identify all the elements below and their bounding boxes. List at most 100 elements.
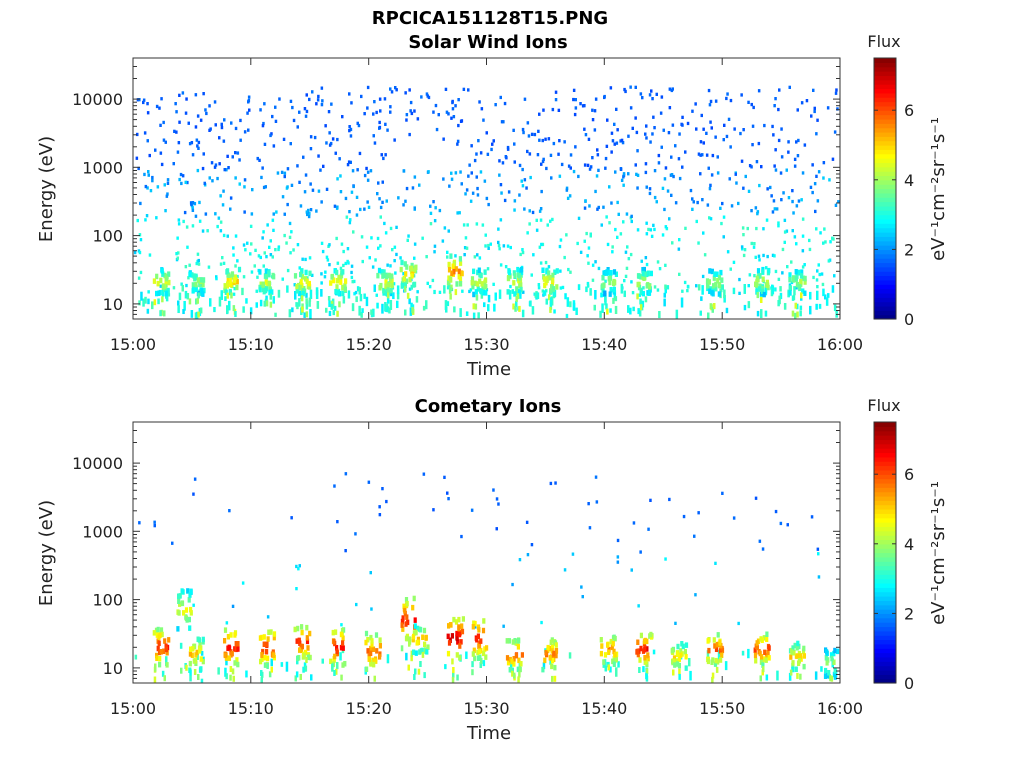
flux-cell <box>621 141 625 145</box>
flux-cell <box>481 223 485 227</box>
flux-cell <box>611 250 614 254</box>
flux-burst-cell <box>543 290 547 296</box>
flux-burst-cell <box>514 652 518 659</box>
flux-burst-cell <box>196 297 199 304</box>
flux-cell <box>478 100 481 104</box>
flux-burst-cell <box>794 666 798 672</box>
flux-burst-cell <box>405 264 409 270</box>
flux-burst-cell <box>164 646 168 653</box>
flux-cell <box>754 255 757 259</box>
flux-cell <box>701 153 704 157</box>
flux-burst-cell <box>761 269 765 275</box>
flux-cell <box>321 99 324 103</box>
flux-cell <box>381 200 384 204</box>
flux-cell <box>328 310 332 317</box>
flux-burst-cell <box>305 635 309 641</box>
flux-burst-cell <box>159 627 164 633</box>
flux-burst-cell <box>800 292 803 299</box>
flux-cell <box>755 160 759 164</box>
flux-cell <box>443 226 447 230</box>
flux-cell <box>442 177 445 181</box>
flux-burst-cell <box>473 620 477 627</box>
flux-cell <box>651 97 654 101</box>
flux-cell <box>522 290 525 294</box>
flux-cell <box>465 311 469 317</box>
flux-burst-cell <box>512 656 516 662</box>
flux-cell <box>394 271 397 275</box>
y-tick-label: 100 <box>92 591 123 610</box>
colorbar-segment <box>874 305 896 311</box>
flux-cell <box>586 281 590 286</box>
flux-cell <box>630 280 633 284</box>
flux-burst-cell <box>684 654 688 660</box>
flux-cell <box>286 185 289 189</box>
flux-cell <box>537 286 541 290</box>
flux-burst-cell <box>708 288 712 294</box>
flux-cell <box>374 258 377 262</box>
flux-burst-cell <box>643 275 647 281</box>
flux-burst-cell <box>451 658 454 665</box>
flux-cell <box>306 212 309 217</box>
flux-cell <box>249 307 253 315</box>
flux-burst-cell <box>637 273 641 279</box>
flux-cell <box>406 238 409 242</box>
flux-burst-cell <box>162 648 166 654</box>
flux-burst-cell <box>715 666 719 673</box>
flux-cell <box>542 108 545 112</box>
flux-cell <box>500 191 503 195</box>
flux-cell <box>597 168 600 172</box>
flux-cell <box>706 203 710 207</box>
flux-cell <box>422 472 426 476</box>
flux-cell <box>752 105 755 110</box>
flux-cell <box>829 240 832 244</box>
flux-burst-cell <box>187 597 191 603</box>
x-tick-label: 15:30 <box>463 335 509 354</box>
flux-cell <box>468 289 471 294</box>
flux-cell <box>520 179 523 183</box>
flux-burst-cell <box>386 281 390 288</box>
colorbar-segment <box>874 652 896 658</box>
flux-burst-cell <box>198 642 202 648</box>
flux-burst-cell <box>475 637 479 643</box>
flux-burst-cell <box>789 669 793 676</box>
flux-cell <box>725 96 728 101</box>
flux-cell <box>710 126 713 130</box>
flux-cell <box>288 235 292 239</box>
flux-cell <box>652 649 656 655</box>
flux-burst-cell <box>794 269 798 275</box>
flux-burst-cell <box>266 280 270 287</box>
flux-cell <box>172 162 175 166</box>
colorbar-segment <box>874 565 896 571</box>
flux-cell <box>265 255 268 259</box>
flux-burst-cell <box>718 640 722 646</box>
flux-cell <box>286 202 289 207</box>
flux-cell <box>522 130 525 135</box>
flux-burst-cell <box>369 660 373 666</box>
colorbar-segment <box>874 240 896 246</box>
flux-burst-cell <box>386 297 390 304</box>
flux-cell <box>323 275 327 279</box>
flux-burst-cell <box>512 280 516 286</box>
flux-burst-cell <box>550 663 554 670</box>
flux-cell <box>180 282 183 286</box>
flux-cell <box>177 222 181 226</box>
flux-cell <box>777 107 780 112</box>
flux-cell <box>814 671 818 680</box>
flux-cell <box>177 251 180 255</box>
flux-cell <box>660 145 663 149</box>
flux-burst-cell <box>336 290 340 296</box>
flux-burst-cell <box>452 671 455 678</box>
flux-burst-cell <box>339 644 343 651</box>
flux-cell <box>518 558 522 562</box>
colorbar-segment <box>874 522 896 527</box>
flux-cell <box>634 116 637 120</box>
flux-burst-cell <box>476 649 480 656</box>
panel-title: Solar Wind Ions <box>408 32 567 53</box>
flux-cell <box>475 222 479 226</box>
flux-cell <box>286 285 289 293</box>
flux-cell <box>234 176 237 180</box>
flux-cell <box>521 184 525 188</box>
flux-cell <box>356 286 360 292</box>
flux-cell <box>313 135 317 140</box>
flux-cell <box>523 178 527 182</box>
